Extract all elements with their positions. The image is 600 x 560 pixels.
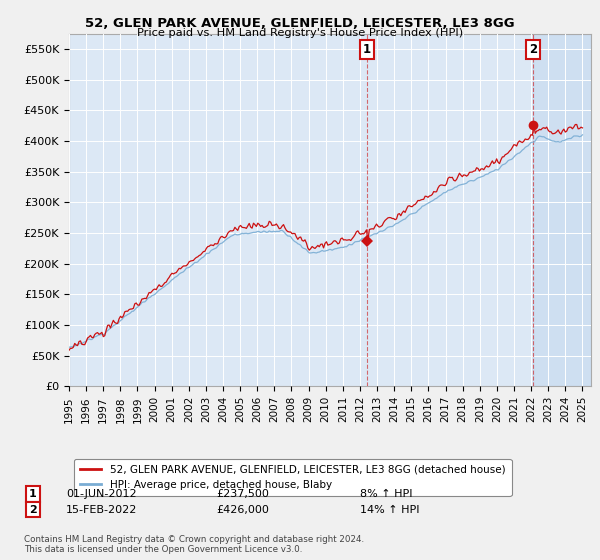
Text: 01-JUN-2012: 01-JUN-2012 (66, 489, 137, 499)
Text: £237,500: £237,500 (216, 489, 269, 499)
Text: 15-FEB-2022: 15-FEB-2022 (66, 505, 137, 515)
Text: 14% ↑ HPI: 14% ↑ HPI (360, 505, 419, 515)
Text: 52, GLEN PARK AVENUE, GLENFIELD, LEICESTER, LE3 8GG: 52, GLEN PARK AVENUE, GLENFIELD, LEICEST… (85, 17, 515, 30)
Text: Contains HM Land Registry data © Crown copyright and database right 2024.
This d: Contains HM Land Registry data © Crown c… (24, 535, 364, 554)
Text: Price paid vs. HM Land Registry's House Price Index (HPI): Price paid vs. HM Land Registry's House … (137, 28, 463, 38)
Text: 1: 1 (363, 43, 371, 56)
Text: 1: 1 (29, 489, 37, 499)
Text: 8% ↑ HPI: 8% ↑ HPI (360, 489, 413, 499)
Legend: 52, GLEN PARK AVENUE, GLENFIELD, LEICESTER, LE3 8GG (detached house), HPI: Avera: 52, GLEN PARK AVENUE, GLENFIELD, LEICEST… (74, 459, 511, 496)
Bar (533, 34, 591, 386)
Text: 2: 2 (529, 43, 537, 56)
Text: 2: 2 (29, 505, 37, 515)
Text: £426,000: £426,000 (216, 505, 269, 515)
